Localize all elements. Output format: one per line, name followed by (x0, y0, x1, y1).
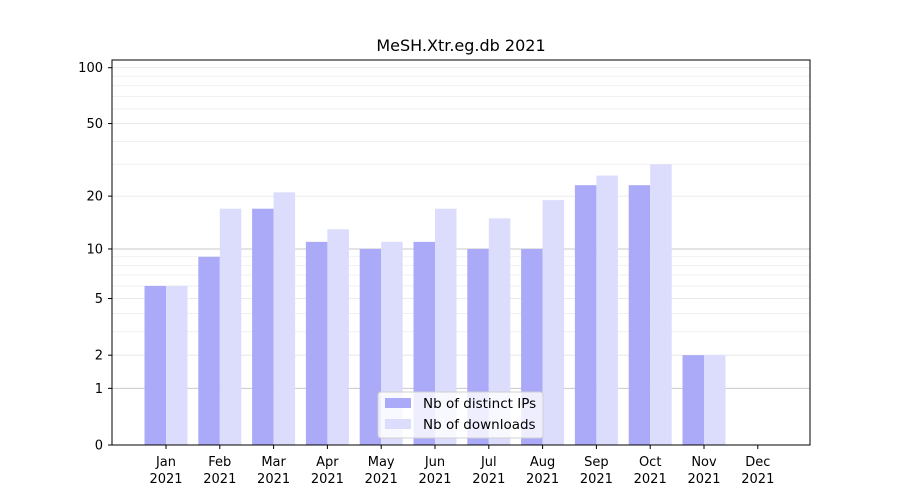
x-tick-label-year: 2021 (526, 472, 559, 487)
bar (542, 200, 565, 445)
x-tick-label-month: Mar (261, 455, 286, 470)
x-tick-label-month: Aug (530, 455, 555, 470)
bars (144, 164, 726, 445)
y-tick-label: 100 (78, 61, 103, 76)
bar (704, 355, 726, 445)
bar (305, 241, 328, 445)
bar (359, 248, 382, 445)
bar (650, 164, 672, 445)
x-tick-label-year: 2021 (257, 472, 290, 487)
bar (596, 175, 618, 445)
bar (574, 185, 597, 445)
x-tick-label-month: Oct (639, 455, 661, 470)
y-tick-label: 50 (86, 117, 103, 132)
x-tick-label-year: 2021 (687, 472, 720, 487)
x-tick-label-year: 2021 (311, 472, 344, 487)
legend-label-distinct-ips: Nb of distinct IPs (423, 396, 536, 412)
legend-label-downloads: Nb of downloads (423, 417, 536, 433)
x-tick-label-month: May (368, 455, 395, 470)
x-tick-label-month: Dec (745, 455, 770, 470)
x-axis: Jan 2021 Feb 2021 Mar 2021 Apr 2021 May 2021 Jun 20… (149, 445, 774, 487)
bar (198, 256, 220, 445)
x-tick-label-year: 2021 (365, 472, 398, 487)
legend-frame (377, 391, 544, 439)
legend: Nb of distinct IPs Nb of downloads (377, 391, 544, 439)
bar (273, 192, 296, 445)
x-tick-label-year: 2021 (634, 472, 667, 487)
y-tick-label: 0 (95, 439, 103, 454)
y-tick-label: 10 (86, 242, 103, 257)
x-tick-label-month: Jun (424, 455, 445, 470)
x-tick-label-year: 2021 (472, 472, 505, 487)
y-tick-label: 20 (86, 190, 103, 205)
x-tick-label-month: Sep (584, 455, 609, 470)
bar (219, 208, 242, 445)
x-tick-label-year: 2021 (149, 472, 182, 487)
y-axis: 0 1 2 5 10 20 50 100 (78, 61, 112, 454)
bar (682, 355, 704, 445)
x-tick-label-year: 2021 (741, 472, 774, 487)
x-tick-label-month: Feb (208, 455, 231, 470)
plot-area-frame (111, 59, 811, 446)
bar (488, 218, 511, 445)
x-tick-label-year: 2021 (418, 472, 451, 487)
x-tick-label-month: Nov (691, 455, 717, 470)
y-tick-label: 1 (95, 382, 103, 397)
legend-swatch-distinct-ips (385, 398, 411, 408)
x-tick-label-month: Jul (480, 455, 497, 470)
bar (166, 285, 188, 445)
bar (435, 208, 457, 445)
legend-swatch-downloads (385, 419, 411, 429)
x-tick-label-year: 2021 (203, 472, 236, 487)
bar (628, 185, 651, 445)
bar (327, 229, 349, 445)
bar (144, 285, 166, 445)
bar (252, 208, 274, 445)
x-tick-label-month: Apr (316, 455, 339, 470)
y-tick-label: 5 (95, 292, 103, 307)
y-tick-label: 2 (95, 349, 103, 364)
chart-title: MeSH.Xtr.eg.db 2021 (376, 36, 545, 55)
x-tick-label-month: Jan (155, 455, 176, 470)
x-tick-label-year: 2021 (580, 472, 613, 487)
